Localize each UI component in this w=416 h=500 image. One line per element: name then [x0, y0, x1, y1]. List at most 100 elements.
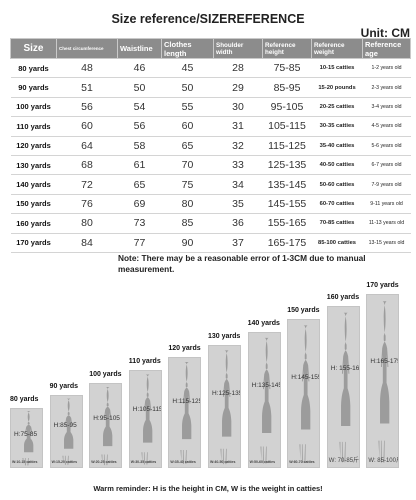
figure-size-label: 100 yards [89, 370, 122, 378]
size-figure: 140 yards H:135-145 W:50-60 catties [247, 270, 281, 468]
figure-weight-label: W:60-70 catties [289, 460, 315, 464]
table-header-row: Size Chest circumference Waistline Cloth… [10, 38, 411, 59]
table-cell: 31 [213, 116, 263, 137]
figure-silhouette-box: H:125-135 W:40-50 catties [208, 344, 241, 468]
table-cell: 35-40 catties [311, 136, 363, 156]
child-silhouette-icon [62, 398, 73, 466]
figure-silhouette-box: H:95-105 W:20-25 catties [89, 382, 123, 468]
column-header: Size [10, 38, 57, 59]
figure-size-label: 120 yards [168, 345, 201, 353]
table-cell: 36 [213, 213, 263, 234]
table-cell: 45 [161, 58, 214, 79]
table-cell: 70-85 catties [311, 213, 363, 234]
child-silhouette-icon [220, 349, 232, 464]
table-cell: 85-100 catties [311, 233, 363, 253]
figure-height-label: H:105-115 [132, 405, 162, 413]
table-cell: 105-115 [262, 116, 312, 137]
size-figure: 120 yards H:115-125 W:35-40 catties [168, 270, 202, 468]
table-cell: 46 [117, 58, 162, 79]
table-cell: 55 [161, 97, 214, 118]
table-cell: 50 [161, 77, 214, 98]
table-cell: 56 [56, 97, 118, 118]
figure-height-label: H:135-145 [251, 381, 281, 389]
table-row: 170 yards 84 77 90 37 165-175 85-100 catties 13… [10, 233, 411, 253]
figure-size-label: 110 yards [128, 357, 161, 365]
table-cell: 61 [117, 155, 162, 176]
table-cell: 72 [56, 174, 118, 195]
figure-weight-label: W:35-40 catties [170, 460, 196, 464]
figure-size-label: 90 yards [49, 383, 79, 391]
child-silhouette-icon [378, 300, 390, 463]
table-cell: 37 [213, 233, 263, 253]
table-cell: 145-155 [262, 194, 312, 215]
column-header: Reference weight [311, 38, 363, 59]
table-cell: 5-6 years old [362, 136, 411, 156]
table-cell: 15-20 pounds [311, 77, 363, 98]
figure-weight-label: W: 70-85斤 [328, 458, 360, 464]
table-cell: 80 [161, 194, 214, 215]
table-cell: 30-35 catties [311, 116, 363, 137]
size-figure: 80 yards H:75-85 W:10-15 catties [10, 270, 43, 468]
table-cell: 85-95 [262, 77, 312, 98]
table-row: 160 yards 80 73 85 36 155-165 70-85 catties 11-… [10, 213, 411, 234]
child-silhouette-icon [339, 313, 351, 463]
size-cell: 130 yards [10, 155, 57, 176]
table-cell: 33 [213, 155, 263, 176]
table-cell: 64 [56, 136, 118, 156]
table-cell: 48 [56, 58, 118, 79]
measurement-note: Note: There may be a reasonable error of… [118, 253, 366, 274]
table-cell: 68 [56, 155, 118, 176]
table-row: 100 yards 56 54 55 30 95-105 20-25 catties 3-4 … [10, 97, 411, 118]
table-cell: 29 [213, 77, 263, 98]
table-cell: 60 [161, 116, 214, 137]
column-header: Reference height [262, 38, 312, 59]
table-cell: 9-11 years old [362, 194, 411, 215]
table-cell: 165-175 [262, 233, 312, 253]
size-cell: 80 yards [10, 58, 57, 79]
table-row: 140 yards 72 65 75 34 135-145 50-60 catties 7-9… [10, 174, 411, 195]
child-silhouette-icon [260, 337, 271, 464]
figure-size-label: 150 yards [287, 307, 320, 315]
figure-weight-label: W:15-20 catties [51, 460, 78, 464]
table-cell: 65 [117, 174, 162, 195]
figure-height-label: H:115-125 [172, 398, 202, 406]
size-figure: 130 yards H:125-135 W:40-50 catties [208, 270, 241, 468]
table-cell: 73 [117, 213, 162, 234]
table-row: 120 yards 64 58 65 32 115-125 35-40 catties 5-6… [10, 136, 411, 156]
column-header: Waistline [117, 38, 162, 59]
column-header: Clothes length [161, 38, 214, 59]
table-row: 90 yards 51 50 50 29 85-95 15-20 pounds 2-3 yea… [10, 77, 411, 98]
table-cell: 95-105 [262, 97, 312, 118]
table-cell: 50-60 catties [311, 174, 363, 195]
size-cell: 160 yards [10, 213, 57, 234]
table-cell: 125-135 [262, 155, 312, 176]
table-row: 150 yards 76 69 80 35 145-155 60-70 catties 9-1… [10, 194, 411, 215]
table-cell: 32 [213, 136, 263, 156]
table-cell: 69 [117, 194, 162, 215]
size-cell: 170 yards [10, 233, 57, 253]
page-title: Size reference/SIZEREFERENCE [111, 12, 305, 26]
table-cell: 6-7 years old [362, 155, 411, 176]
figure-height-label: H: 155-165 [330, 365, 360, 373]
table-cell: 84 [56, 233, 118, 253]
figure-size-label: 160 yards [326, 294, 360, 302]
header: Size reference/SIZEREFERENCE Unit: CM [0, 0, 416, 40]
table-cell: 20-25 catties [311, 97, 363, 118]
figure-silhouette-box: H: 155-165 W: 70-85斤 [326, 306, 360, 468]
child-silhouette-icon [299, 325, 311, 463]
size-table: Size Chest circumference Waistline Cloth… [10, 38, 411, 253]
figure-size-label: 130 yards [208, 332, 241, 340]
table-cell: 1-2 years old [362, 58, 411, 79]
figure-size-label: 80 yards [10, 396, 39, 403]
table-cell: 76 [56, 194, 118, 215]
figure-weight-label: W: 85-100斤 [368, 458, 400, 464]
table-cell: 34 [213, 174, 263, 195]
table-cell: 56 [117, 116, 162, 137]
table-cell: 50 [117, 77, 162, 98]
table-cell: 90 [161, 233, 214, 253]
table-cell: 4-5 years old [362, 116, 411, 137]
figure-size-label: 140 yards [247, 319, 280, 327]
table-row: 110 yards 60 56 60 31 105-115 30-35 catties 4-5… [10, 116, 411, 137]
size-cell: 110 yards [10, 116, 57, 137]
table-cell: 3-4 years old [362, 97, 411, 118]
